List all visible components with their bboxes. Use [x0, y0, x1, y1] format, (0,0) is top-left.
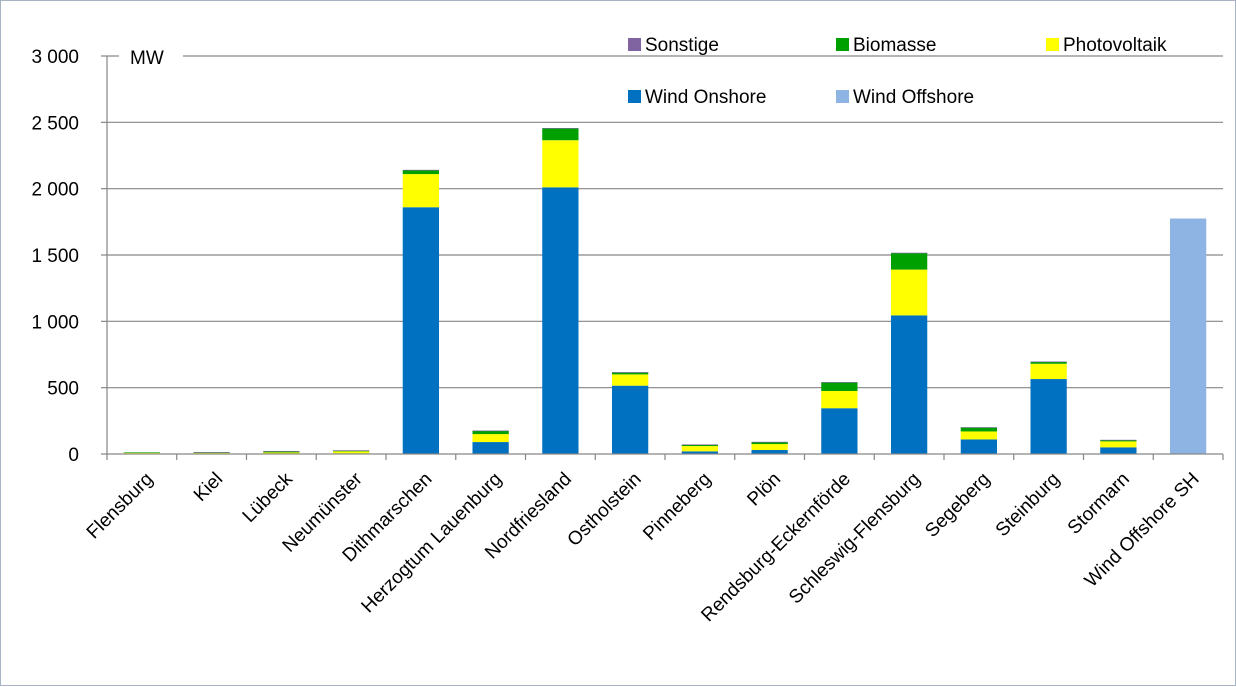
bar-photovoltaik: [123, 452, 161, 454]
bar-photovoltaik: [751, 444, 788, 451]
x-tick-label: Herzogtum Lauenburg: [358, 469, 507, 618]
bar-sonstige: [332, 450, 370, 451]
bar-biomasse: [751, 442, 788, 445]
x-tick-label: Segeberg: [921, 469, 994, 542]
x-tick-label: Kiel: [190, 469, 227, 506]
bar-photovoltaik: [472, 434, 509, 443]
legend-swatch-sonstige: [628, 38, 641, 51]
bar-sonstige: [1030, 361, 1067, 363]
bar-wind-onshore: [611, 385, 649, 454]
bar-photovoltaik: [332, 451, 370, 454]
unit-label-background: [119, 41, 183, 73]
bar-biomasse: [263, 451, 300, 453]
x-tick-label: Plön: [743, 469, 785, 511]
bar-biomasse: [1100, 440, 1137, 442]
bar-photovoltaik: [960, 431, 998, 440]
bar-biomasse: [960, 427, 998, 432]
bar-wind-onshore: [1100, 447, 1137, 454]
bar-wind-onshore: [681, 451, 719, 454]
legend-swatch-photovoltaik: [1046, 38, 1059, 51]
bar-stacks: [123, 128, 1207, 454]
bar-biomasse: [123, 452, 161, 454]
x-tick-label: Pinneberg: [639, 469, 715, 545]
x-tick-labels: Flensburg Kiel LübeckNeumünsterDithmarsche…: [83, 468, 1204, 626]
bar-biomasse: [890, 253, 928, 270]
y-tick-label: 500: [47, 379, 79, 400]
bar-sonstige: [193, 452, 230, 453]
bar-sonstige: [1100, 439, 1137, 441]
bar-wind-onshore: [821, 408, 858, 454]
y-tick-label: 3 000: [31, 47, 79, 68]
bar-biomasse: [821, 382, 858, 391]
bar-biomasse: [611, 372, 649, 375]
legend-label-biomasse: Biomasse: [853, 35, 936, 56]
legend: Sonstige Biomasse Photovoltaik Wind Onshore…: [628, 35, 1167, 108]
y-tick-label: 1 500: [31, 246, 79, 267]
bar-sonstige: [542, 128, 579, 129]
bar-photovoltaik: [890, 269, 928, 316]
y-tick-label: 1 000: [31, 312, 79, 333]
legend-label-wind-onshore: Wind Onshore: [645, 87, 766, 108]
y-tick-label: 2 500: [31, 113, 79, 134]
x-tick-label: Schleswig-Flensburg: [785, 469, 925, 609]
bar-wind-offshore: [1169, 218, 1207, 454]
bar-biomasse: [402, 170, 440, 175]
x-tick-label: Flensburg: [83, 469, 158, 544]
x-tick-label: Stormarn: [1064, 469, 1134, 539]
bar-wind-onshore: [472, 442, 509, 454]
y-tick-label: 2 000: [31, 180, 79, 201]
bar-photovoltaik: [681, 446, 719, 452]
bar-biomasse: [1030, 361, 1067, 364]
bar-biomasse: [681, 444, 719, 447]
bar-biomasse: [542, 128, 579, 141]
bar-wind-onshore: [960, 439, 998, 454]
bar-sonstige: [751, 441, 788, 443]
axes: [101, 55, 1224, 460]
y-tick-label: 0: [68, 445, 79, 466]
bar-photovoltaik: [402, 174, 440, 208]
bar-sonstige: [611, 372, 649, 373]
bar-sonstige: [402, 169, 440, 171]
legend-label-photovoltaik: Photovoltaik: [1063, 35, 1167, 56]
x-tick-label: Ostholstein: [564, 469, 646, 551]
unit-label-group: MW: [119, 41, 183, 73]
bar-sonstige: [821, 382, 858, 383]
bar-wind-onshore: [751, 450, 788, 454]
bar-sonstige: [263, 451, 300, 452]
x-tick-label: Steinburg: [992, 469, 1064, 541]
legend-label-sonstige: Sonstige: [645, 35, 719, 56]
bar-photovoltaik: [611, 374, 649, 386]
y-unit-label: MW: [130, 48, 164, 69]
legend-swatch-wind-onshore: [628, 90, 641, 103]
legend-swatch-biomasse: [836, 38, 849, 51]
bar-biomasse: [332, 450, 370, 452]
x-tick-label: Wind Offshore SH: [1081, 469, 1204, 592]
legend-label-wind-offshore: Wind Offshore: [853, 87, 974, 108]
bar-biomasse: [472, 430, 509, 435]
bar-sonstige: [472, 430, 509, 432]
x-tick-label: Lübeck: [239, 468, 298, 527]
bar-photovoltaik: [1030, 363, 1067, 380]
bar-wind-onshore: [542, 187, 579, 454]
bar-wind-onshore: [402, 207, 440, 454]
bar-wind-onshore: [890, 315, 928, 454]
legend-swatch-wind-offshore: [836, 90, 849, 103]
bar-photovoltaik: [1100, 441, 1137, 448]
bar-sonstige: [960, 427, 998, 428]
bar-photovoltaik: [263, 452, 300, 454]
bar-sonstige: [681, 444, 719, 446]
bar-sonstige: [890, 252, 928, 254]
bar-photovoltaik: [821, 390, 858, 409]
y-tick-labels: 0 500 1 000 1 500 2 000 2 500 3 000: [31, 47, 79, 466]
bar-wind-onshore: [1030, 379, 1067, 454]
bar-photovoltaik: [542, 140, 579, 188]
